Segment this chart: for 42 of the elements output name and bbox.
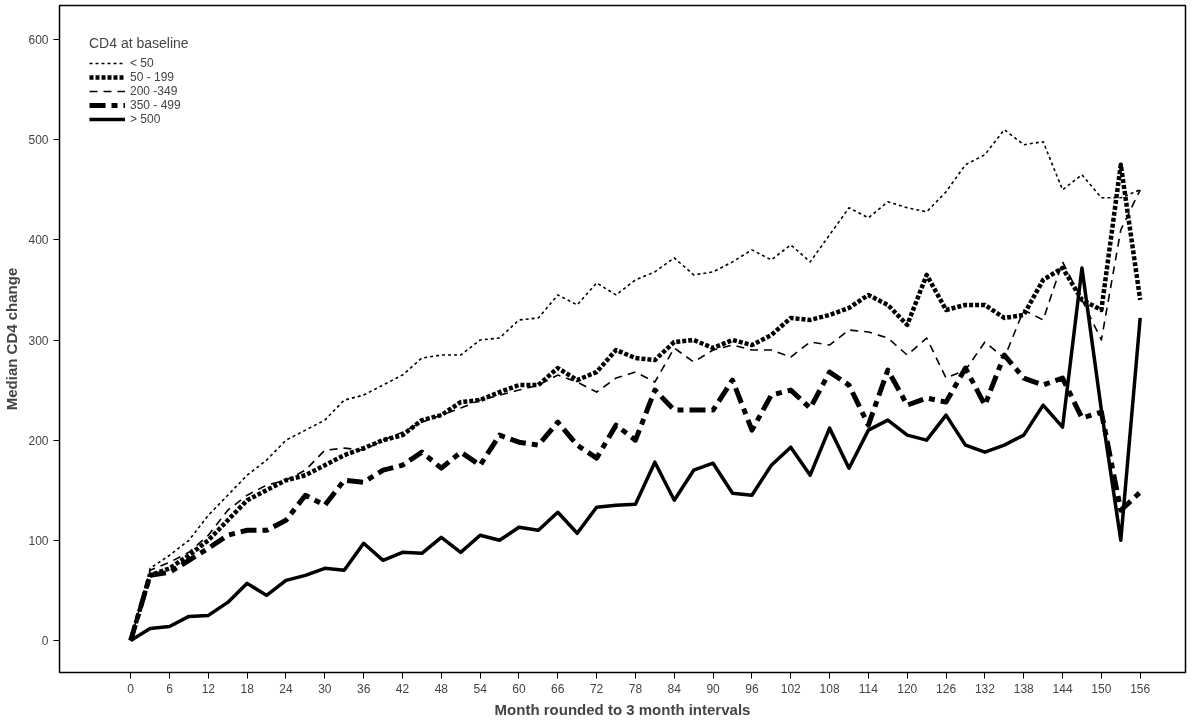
x-tick-label: 114 [858,681,879,696]
x-tick-label: 66 [551,681,565,696]
x-tick-label: 126 [936,681,957,696]
x-tick-label: 6 [166,681,174,696]
x-tick-label: 42 [395,681,410,696]
y-axis-title: Median CD4 change [3,267,21,411]
y-tick-label: 0 [41,633,49,648]
x-tick-label: 36 [356,681,371,696]
y-tick-label: 300 [28,333,49,348]
x-tick-label: 120 [897,681,918,696]
x-tick-label: 96 [745,681,759,696]
x-tick-label: 132 [974,681,996,696]
x-tick-label: 0 [127,681,135,696]
x-tick-label: 60 [512,681,526,696]
x-tick-label: 48 [434,681,449,696]
x-tick-label: 102 [780,681,802,696]
x-tick-label: 150 [1091,681,1112,696]
x-tick-label: 144 [1052,681,1073,696]
y-tick-label: 500 [28,133,49,148]
y-tick-label: 400 [28,233,49,248]
legend-title: CD4 at baseline [89,35,189,51]
legend-label: > 500 [130,112,161,126]
legend-label: 200 -349 [130,84,178,98]
x-tick-label: 24 [279,681,293,696]
legend-label: < 50 [130,56,154,70]
legend-label: 50 - 199 [130,70,175,84]
x-tick-label: 138 [1013,681,1035,696]
x-tick-label: 18 [240,681,255,696]
x-tick-label: 72 [589,681,604,696]
x-tick-label: 54 [473,681,488,696]
x-tick-label: 12 [201,681,216,696]
x-tick-label: 108 [819,681,840,696]
y-tick-label: 600 [28,33,49,48]
x-tick-label: 84 [667,681,682,696]
legend-label: 350 - 499 [130,98,181,112]
x-tick-label: 30 [318,681,332,696]
y-tick-label: 100 [28,533,49,548]
x-tick-label: 90 [706,681,721,696]
x-axis-title: Month rounded to 3 month intervals [494,700,751,718]
x-tick-label: 156 [1130,681,1151,696]
x-tick-label: 78 [628,681,643,696]
y-tick-label: 200 [28,433,49,448]
